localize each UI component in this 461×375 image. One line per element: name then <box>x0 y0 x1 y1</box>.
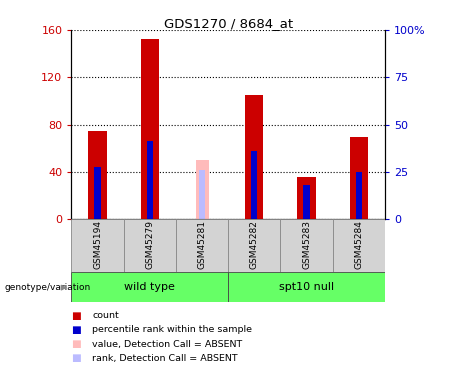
Bar <box>228 219 280 272</box>
Text: GSM45194: GSM45194 <box>93 220 102 269</box>
Text: GSM45279: GSM45279 <box>145 220 154 269</box>
Text: ■: ■ <box>71 325 81 335</box>
Bar <box>349 136 368 219</box>
Bar <box>124 219 176 272</box>
Text: value, Detection Call = ABSENT: value, Detection Call = ABSENT <box>92 340 242 349</box>
Text: count: count <box>92 311 119 320</box>
Text: wild type: wild type <box>124 282 175 292</box>
Text: rank, Detection Call = ABSENT: rank, Detection Call = ABSENT <box>92 354 238 363</box>
Bar <box>303 185 310 219</box>
Bar <box>228 272 385 302</box>
Text: percentile rank within the sample: percentile rank within the sample <box>92 326 252 334</box>
Text: GSM45281: GSM45281 <box>198 220 207 269</box>
Bar <box>71 272 228 302</box>
Bar <box>95 167 100 219</box>
Text: spt10 null: spt10 null <box>279 282 334 292</box>
Bar <box>141 39 159 219</box>
Text: genotype/variation: genotype/variation <box>5 283 91 292</box>
Text: ■: ■ <box>71 354 81 363</box>
Text: ■: ■ <box>71 339 81 349</box>
Bar <box>89 130 106 219</box>
Bar <box>333 219 385 272</box>
Text: GSM45282: GSM45282 <box>250 220 259 269</box>
Bar <box>195 160 208 219</box>
Text: GSM45283: GSM45283 <box>302 220 311 269</box>
Bar <box>71 219 124 272</box>
Text: GDS1270 / 8684_at: GDS1270 / 8684_at <box>164 17 293 30</box>
Bar <box>199 170 205 219</box>
Bar <box>176 219 228 272</box>
Bar <box>280 219 333 272</box>
Bar <box>147 141 153 219</box>
Bar <box>356 172 362 219</box>
Bar <box>251 151 257 219</box>
Bar <box>245 95 264 219</box>
Text: ■: ■ <box>71 311 81 321</box>
Bar <box>297 177 316 219</box>
Text: GSM45284: GSM45284 <box>355 220 363 269</box>
